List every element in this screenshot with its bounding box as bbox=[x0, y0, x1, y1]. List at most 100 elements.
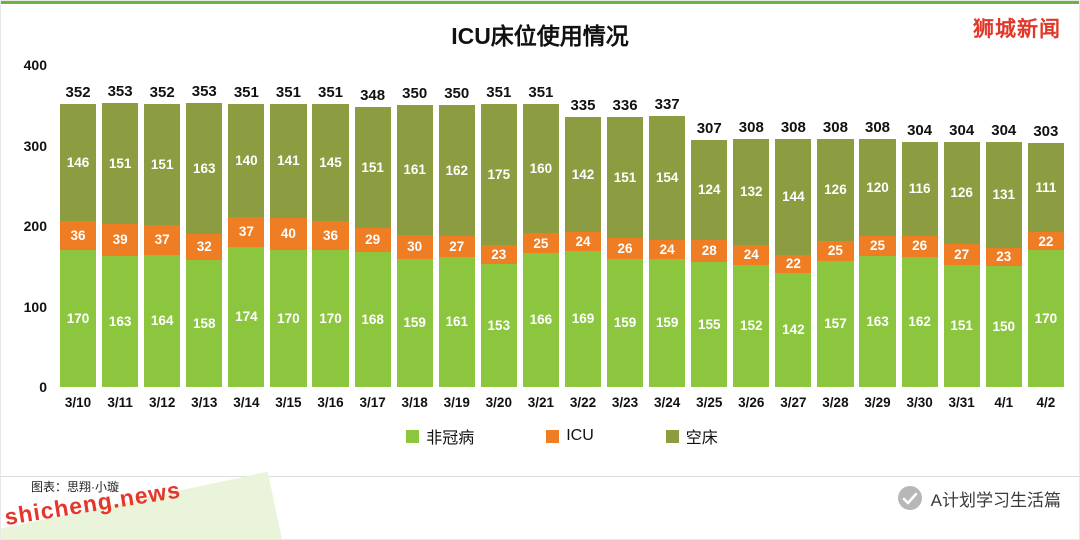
bar-total-label: 304 bbox=[991, 122, 1017, 140]
bar-segment-non_covid: 153 bbox=[480, 263, 517, 387]
bar-column: 336 151 26 159 bbox=[604, 65, 646, 387]
bar-segment-empty_bed: 154 bbox=[649, 115, 686, 240]
bar-segment-non_covid: 159 bbox=[396, 259, 433, 387]
bar-total-label: 351 bbox=[528, 84, 554, 102]
bar-segment-non_covid: 163 bbox=[102, 255, 139, 387]
bar-stack: 151 39 163 bbox=[102, 102, 139, 387]
bar-segment-non_covid: 152 bbox=[733, 264, 770, 387]
bar-segment-icu: 24 bbox=[564, 231, 602, 251]
bar-stack: 160 25 166 bbox=[522, 104, 559, 387]
bar-segment-empty_bed: 141 bbox=[270, 104, 307, 218]
bar-segment-empty_bed: 146 bbox=[59, 103, 97, 222]
bar-column: 352 146 36 170 bbox=[57, 65, 99, 387]
bar-total-label: 308 bbox=[738, 119, 764, 137]
footer-badge-label: A计划学习生活篇 bbox=[930, 490, 1061, 510]
bar-segment-icu: 27 bbox=[438, 235, 475, 258]
bar-segment-icu: 30 bbox=[396, 234, 433, 260]
x-axis-label: 3/10 bbox=[64, 395, 92, 410]
bar-segment-icu: 24 bbox=[733, 245, 770, 265]
bar-column: 308 120 25 163 bbox=[856, 65, 898, 387]
bar-stack: 142 24 169 bbox=[564, 117, 602, 387]
x-axis-label: 3/18 bbox=[401, 395, 428, 410]
footer-divider bbox=[1, 476, 1079, 477]
bar-column: 337 154 24 159 bbox=[646, 65, 688, 387]
bar-segment-icu: 25 bbox=[817, 240, 854, 261]
bar-total-label: 352 bbox=[65, 83, 91, 101]
bar-total-label: 351 bbox=[233, 84, 259, 102]
bar-segment-icu: 26 bbox=[606, 238, 644, 260]
badge-logo-icon bbox=[897, 486, 922, 510]
bar-segment-icu: 37 bbox=[144, 225, 181, 255]
bar-stack: 111 22 170 bbox=[1027, 143, 1064, 387]
y-axis-tick: 300 bbox=[23, 137, 47, 154]
bar-stack: 145 36 170 bbox=[312, 104, 349, 387]
bar-segment-non_covid: 164 bbox=[144, 254, 181, 387]
bar-stack: 146 36 170 bbox=[59, 103, 97, 387]
bar-segment-non_covid: 170 bbox=[312, 250, 349, 387]
bar-total-label: 351 bbox=[275, 84, 301, 102]
bar-segment-non_covid: 170 bbox=[1027, 250, 1064, 387]
bar-total-label: 348 bbox=[360, 86, 386, 104]
y-axis-tick: 200 bbox=[23, 218, 47, 234]
bar-segment-empty_bed: 132 bbox=[733, 139, 770, 246]
x-axis-label: 3/22 bbox=[569, 395, 597, 410]
bar-segment-non_covid: 159 bbox=[606, 259, 644, 387]
x-axis-label: 4/1 bbox=[994, 395, 1014, 410]
x-axis-label: 3/19 bbox=[443, 395, 470, 410]
bar-segment-empty_bed: 126 bbox=[943, 142, 980, 244]
x-axis-label: 3/12 bbox=[149, 395, 176, 410]
bar-column: 351 140 37 174 bbox=[225, 65, 267, 387]
x-axis-label: 3/20 bbox=[485, 395, 512, 410]
bar-total-label: 308 bbox=[822, 119, 848, 137]
bar-total-label: 303 bbox=[1033, 123, 1059, 141]
footer-badge: A计划学习生活篇 bbox=[897, 485, 1061, 511]
bar-total-label: 350 bbox=[444, 85, 470, 103]
bar-stack: 154 24 159 bbox=[649, 115, 686, 387]
legend-swatch bbox=[665, 429, 679, 443]
bar-segment-icu: 23 bbox=[985, 247, 1022, 267]
legend-swatch bbox=[406, 429, 420, 443]
bar-column: 308 132 24 152 bbox=[730, 65, 772, 387]
y-axis: 0 100 200 300 400 bbox=[13, 57, 57, 395]
chart-title: ICU床位使用情况 bbox=[451, 23, 629, 49]
bar-total-label: 335 bbox=[570, 97, 596, 115]
bar-total-label: 308 bbox=[865, 119, 891, 137]
bar-stack: 120 25 163 bbox=[859, 139, 896, 387]
bar-column: 353 151 39 163 bbox=[99, 65, 141, 387]
bar-total-label: 353 bbox=[107, 82, 133, 100]
bar-segment-empty_bed: 116 bbox=[901, 142, 938, 236]
x-axis-label: 3/13 bbox=[191, 395, 218, 410]
legend-label: 非冠病 bbox=[426, 430, 475, 447]
bar-segment-icu: 25 bbox=[522, 233, 559, 254]
bar-segment-non_covid: 170 bbox=[59, 250, 97, 387]
bar-segment-empty_bed: 175 bbox=[480, 104, 517, 246]
bar-segment-non_covid: 155 bbox=[691, 262, 728, 387]
bar-total-label: 352 bbox=[149, 83, 175, 101]
bar-segment-icu: 36 bbox=[312, 221, 349, 251]
bar-segment-non_covid: 169 bbox=[564, 250, 602, 387]
bar-stack: 151 37 164 bbox=[144, 103, 181, 387]
bar-segment-non_covid: 150 bbox=[985, 266, 1022, 387]
bar-segment-non_covid: 158 bbox=[186, 259, 223, 387]
bar-segment-empty_bed: 142 bbox=[564, 117, 602, 232]
bar-total-label: 351 bbox=[486, 84, 512, 102]
x-axis-labels: 3/10 3/11 3/12 3/13 3/14 3/15 3/16 3/17 3/18 3/19… bbox=[57, 395, 1067, 410]
bar-total-label: 353 bbox=[191, 82, 217, 100]
bar-stack: 144 22 142 bbox=[775, 139, 812, 387]
bar-segment-non_covid: 151 bbox=[943, 265, 980, 387]
bar-total-label: 308 bbox=[780, 119, 806, 137]
bar-column: 308 144 22 142 bbox=[772, 65, 814, 387]
bar-segment-empty_bed: 145 bbox=[312, 104, 349, 222]
bar-segment-non_covid: 168 bbox=[354, 251, 391, 387]
bar-stack: 126 25 157 bbox=[817, 139, 854, 387]
x-axis-label: 3/21 bbox=[527, 395, 555, 410]
bar-stack: 163 32 158 bbox=[186, 102, 223, 387]
bar-segment-non_covid: 174 bbox=[228, 246, 265, 387]
bar-stack: 124 28 155 bbox=[691, 139, 728, 387]
bar-stack: 175 23 153 bbox=[480, 104, 517, 387]
bar-segment-icu: 23 bbox=[480, 245, 517, 264]
bar-column: 350 161 30 159 bbox=[394, 65, 436, 387]
bar-total-label: 351 bbox=[317, 84, 344, 102]
bar-total-label: 307 bbox=[696, 119, 722, 137]
